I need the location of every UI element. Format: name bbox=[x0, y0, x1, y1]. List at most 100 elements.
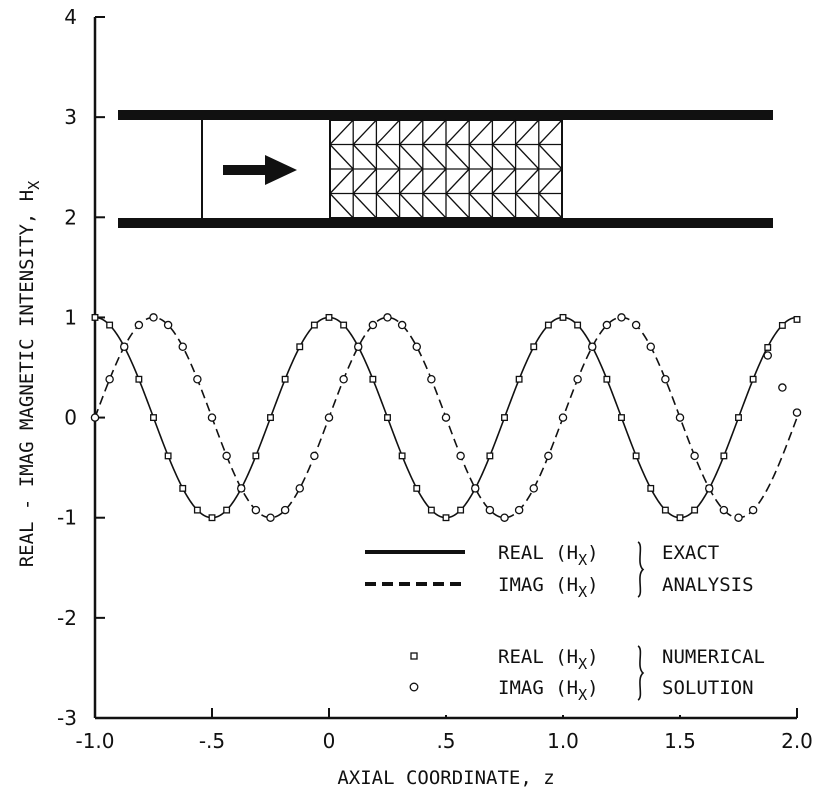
x-tick-label: 1.0 bbox=[547, 729, 579, 753]
imag-numerical-point bbox=[514, 505, 524, 515]
imag-numerical-point bbox=[734, 513, 743, 522]
x-tick-label: 2.0 bbox=[781, 729, 813, 753]
arrow-shaft bbox=[223, 165, 268, 175]
numerical-markers bbox=[90, 313, 802, 522]
real-numerical-point bbox=[618, 414, 625, 422]
mesh-diagonal bbox=[468, 168, 493, 194]
mesh-diagonal bbox=[515, 144, 540, 170]
legend-numerical-group-label: NUMERICAL bbox=[662, 646, 765, 668]
real-numerical-point bbox=[310, 321, 318, 329]
mesh-diagonal bbox=[329, 193, 354, 219]
mesh-diagonal bbox=[515, 168, 540, 194]
legend-background bbox=[360, 535, 795, 715]
mesh-diagonal bbox=[445, 119, 470, 145]
y-tick-label: 4 bbox=[64, 5, 77, 29]
mesh-diagonal bbox=[538, 193, 563, 219]
x-tick-label: .5 bbox=[436, 729, 455, 753]
mesh-diagonal bbox=[445, 168, 470, 194]
imag-numerical-point bbox=[207, 413, 217, 422]
imag-numerical-point bbox=[193, 374, 202, 384]
imag-numerical-point bbox=[602, 320, 612, 330]
imag-numerical-point bbox=[339, 374, 348, 384]
real-numerical-point bbox=[427, 506, 435, 514]
real-numerical-point bbox=[164, 452, 172, 460]
mesh-diagonal bbox=[491, 119, 517, 145]
y-tick-label: 2 bbox=[64, 205, 77, 229]
imag-numerical-point bbox=[661, 374, 670, 384]
x-axis-label: AXIAL COORDINATE, z bbox=[337, 767, 554, 789]
mesh-diagonal bbox=[352, 168, 377, 194]
imag-numerical-point bbox=[544, 451, 553, 461]
y-axis-label: REAL - IMAG MAGNETIC INTENSITY, H bbox=[16, 190, 38, 568]
real-numerical-point bbox=[691, 506, 699, 514]
real-numerical-point bbox=[281, 375, 289, 383]
mesh-diagonal bbox=[352, 193, 377, 219]
mesh-diagonal bbox=[491, 168, 517, 194]
imag-numerical-point bbox=[324, 413, 334, 422]
imag-numerical-point bbox=[778, 383, 787, 392]
real-numerical-point bbox=[193, 506, 201, 514]
real-numerical-point bbox=[676, 514, 684, 522]
inset-diagram bbox=[118, 110, 773, 228]
imag-numerical-point bbox=[573, 374, 582, 384]
y-tick-label: -3 bbox=[57, 706, 77, 730]
real-numerical-point bbox=[515, 375, 523, 383]
y-tick-label: 3 bbox=[64, 105, 77, 129]
mesh-diagonal bbox=[399, 168, 424, 194]
real-numerical-point bbox=[764, 344, 772, 351]
imag-numerical-point bbox=[120, 342, 129, 352]
y-tick-label: -2 bbox=[57, 606, 77, 630]
imag-numerical-point bbox=[456, 451, 465, 461]
real-numerical-point bbox=[106, 321, 114, 329]
real-numerical-point bbox=[442, 514, 450, 522]
real-numerical-point bbox=[91, 313, 99, 321]
mesh-diagonal bbox=[422, 119, 447, 145]
mesh-diagonal bbox=[538, 119, 563, 145]
y-tick-label: 0 bbox=[64, 406, 77, 430]
imag-numerical-point bbox=[485, 505, 495, 515]
mesh-diagonal bbox=[445, 193, 470, 219]
imag-numerical-point bbox=[763, 351, 773, 360]
mesh-diagonal bbox=[375, 119, 401, 145]
imag-numerical-point bbox=[748, 505, 758, 515]
real-numerical-point bbox=[398, 452, 406, 460]
imag-numerical-point bbox=[500, 513, 509, 522]
imag-numerical-point bbox=[675, 413, 685, 422]
mesh-diagonal bbox=[538, 168, 563, 194]
real-numerical-point bbox=[135, 375, 143, 383]
arrow-head bbox=[265, 155, 297, 185]
real-numerical-point bbox=[501, 414, 508, 422]
mesh-diagonal bbox=[375, 193, 401, 219]
waveguide-bottom-wall bbox=[118, 218, 773, 228]
x-tick-label: -1.0 bbox=[75, 729, 114, 753]
imag-numerical-point bbox=[631, 320, 641, 330]
real-numerical-point bbox=[559, 313, 567, 321]
mesh-diagonal bbox=[375, 168, 401, 194]
mesh-diagonal bbox=[491, 193, 517, 219]
imag-numerical-point bbox=[178, 342, 187, 352]
imag-numerical-point bbox=[427, 374, 436, 384]
real-numerical-point bbox=[369, 375, 377, 383]
imag-numerical-point bbox=[792, 408, 802, 417]
legend-imag-exact-label: IMAG (HX) bbox=[498, 574, 599, 601]
real-numerical-point bbox=[486, 452, 494, 460]
imag-numerical-point bbox=[470, 484, 480, 493]
real-numerical-point bbox=[384, 414, 391, 422]
y-axis-label-group: REAL - IMAG MAGNETIC INTENSITY, HX bbox=[16, 181, 43, 568]
imag-numerical-point bbox=[251, 505, 261, 515]
imag-numerical-point bbox=[368, 320, 378, 330]
mesh-diagonal bbox=[399, 193, 424, 219]
real-numerical-point bbox=[778, 321, 786, 329]
imag-numerical-point bbox=[412, 342, 421, 352]
imag-numerical-point bbox=[646, 342, 656, 352]
legend-imag-numerical-label: IMAG (HX) bbox=[498, 677, 599, 704]
legend-exact-group-label: EXACT bbox=[662, 542, 719, 564]
mesh-diagonal bbox=[468, 119, 493, 145]
real-numerical-point bbox=[267, 414, 274, 422]
x-tick-label: 0 bbox=[323, 729, 336, 753]
imag-numerical-point bbox=[397, 320, 407, 330]
mesh-diagonal bbox=[515, 193, 540, 219]
mesh-diagonal bbox=[468, 193, 493, 219]
real-numerical-point bbox=[413, 484, 421, 492]
